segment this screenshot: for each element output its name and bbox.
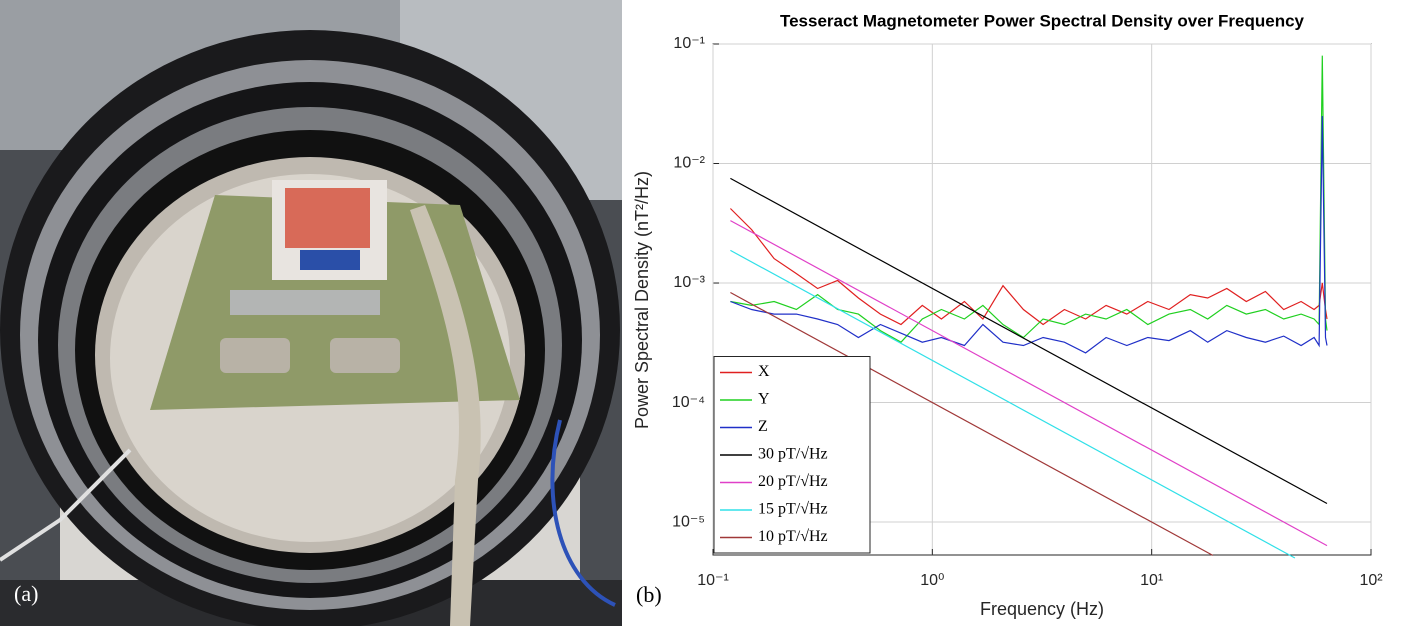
- legend-label: Y: [758, 391, 770, 408]
- legend-label: Z: [758, 418, 768, 435]
- series-line: [730, 249, 1296, 559]
- series-line: [730, 55, 1328, 343]
- panel-label: (b): [636, 582, 662, 607]
- legend-label: 30 pT/√Hz: [758, 446, 828, 463]
- legend-label: 20 pT/√Hz: [758, 473, 828, 490]
- panel-label: (a): [14, 581, 38, 606]
- x-tick-label: 10²: [1359, 572, 1383, 589]
- series-line: [730, 115, 1328, 354]
- legend-label: X: [758, 363, 770, 380]
- photo: (a): [0, 0, 622, 626]
- x-axis-label: Frequency (Hz): [980, 599, 1104, 619]
- series-line: [730, 177, 1328, 505]
- y-tick-label: 10⁻²: [673, 155, 705, 172]
- x-tick-label: 10¹: [1140, 572, 1163, 589]
- series-line: [729, 208, 1328, 326]
- y-tick-label: 10⁻⁵: [672, 513, 705, 530]
- legend-label: 15 pT/√Hz: [758, 501, 828, 518]
- y-tick-label: 10⁻⁴: [672, 394, 705, 411]
- chart-title: Tesseract Magnetometer Power Spectral De…: [780, 11, 1305, 30]
- plot: 10⁻⁵ 10⁻⁴ 10⁻³ 10⁻² 10⁻¹ 10⁻¹ 10⁰ 10¹ 10² XYZ 30 p…: [672, 35, 1383, 589]
- y-axis-label: Power Spectral Density (nT²/Hz): [632, 171, 652, 429]
- x-tick-label: 10⁻¹: [697, 572, 729, 589]
- y-tick-label: 10⁻³: [673, 274, 705, 291]
- series-line: [730, 291, 1214, 556]
- y-tick-label: 10⁻¹: [673, 35, 705, 52]
- x-tick-label: 10⁰: [920, 572, 944, 589]
- series-line: [730, 220, 1328, 547]
- legend-label: 10 pT/√Hz: [758, 528, 828, 545]
